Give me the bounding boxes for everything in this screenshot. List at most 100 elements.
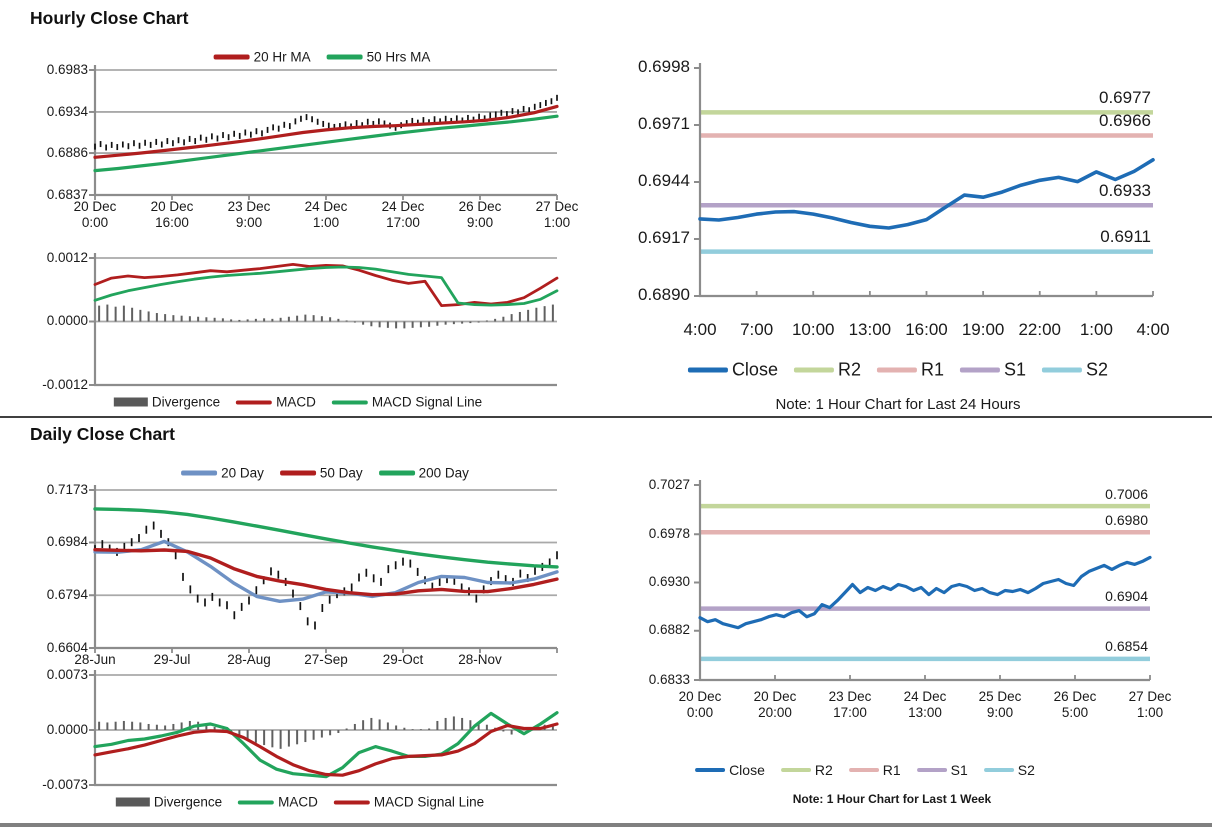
legend-line-swatch-icon [236, 400, 273, 404]
series-macd [93, 711, 559, 779]
legend-item: 20 Day [181, 466, 264, 481]
legend-item: MACD Signal Line [333, 795, 484, 810]
x-axis-label: 24 Dec 13:00 [903, 689, 947, 721]
legend-item: S2 [983, 762, 1035, 778]
x-axis-label: 29-Jul [153, 652, 191, 667]
legend-label: R2 [814, 762, 833, 778]
legend-label: 20 Day [221, 465, 264, 481]
series-200-day [93, 507, 559, 569]
legend-item: 50 Hrs MA [326, 49, 431, 65]
legend-item: MACD [238, 795, 318, 810]
x-axis-label: 13:00 [848, 320, 892, 339]
legend-label: 200 Day [418, 465, 469, 481]
y-axis-label: 0.6934 [46, 103, 88, 119]
level-label-r1: 0.6966 [1099, 111, 1151, 131]
legend-item: Divergence [113, 394, 221, 410]
x-axis-label: 29-Oct [382, 652, 424, 667]
legend-label: Close [731, 359, 778, 380]
legend-item: R1 [848, 762, 901, 778]
legend-line-swatch-icon [378, 470, 415, 476]
series-20-day [93, 539, 559, 603]
y-axis-label: 0.6837 [46, 186, 88, 202]
series-macd-signal-line [93, 722, 559, 777]
x-axis-label: 26 Dec 5:00 [1053, 689, 1097, 721]
legend-label: S2 [1017, 762, 1035, 778]
level-label-s1: 0.6904 [1105, 588, 1148, 605]
legend-label: Divergence [153, 794, 223, 810]
legend-item: Close [695, 762, 765, 778]
legend-item: S1 [960, 360, 1026, 381]
y-axis-label: 0.6978 [648, 525, 690, 541]
legend-line-swatch-icon [876, 367, 917, 373]
y-axis-label: 0.6886 [46, 144, 88, 160]
legend-label: S1 [950, 762, 968, 778]
y-axis-label: 0.6971 [638, 114, 690, 134]
level-label-r1: 0.6980 [1105, 511, 1148, 528]
series-macd-signal-line [93, 265, 559, 307]
x-axis-label: 23 Dec 17:00 [828, 689, 872, 721]
legend-line-swatch-icon [793, 367, 834, 373]
legend-line-swatch-icon [687, 367, 728, 373]
legend-line-swatch-icon [331, 400, 368, 404]
x-axis-label: 7:00 [740, 320, 774, 339]
hourly-chart-note: Note: 1 Hour Chart for Last 24 Hours [775, 396, 1021, 413]
legend-item: MACD [236, 395, 316, 410]
legend-line-swatch-icon [279, 470, 316, 476]
legend-daily-macd: Divergence MACD MACD Signal Line [115, 794, 484, 810]
x-axis-label: 20 Dec 0:00 [678, 689, 722, 721]
y-axis-label: 0.6794 [46, 586, 88, 602]
legend-line-swatch-icon [780, 768, 811, 772]
legend-line-swatch-icon [848, 768, 879, 772]
page-bottom-rule [0, 823, 1212, 827]
legend-label: S2 [1086, 359, 1109, 380]
x-axis-label: 28-Aug [227, 652, 271, 667]
level-label-s2: 0.6911 [1100, 227, 1151, 247]
legend-hourly-support-resistance: Close R2 R1 S1 S2 [687, 359, 1108, 381]
legend-label: MACD [276, 394, 316, 410]
legend-item: 50 Day [279, 465, 363, 481]
level-label-r2: 0.6977 [1099, 88, 1151, 108]
legend-label: 50 Hrs MA [366, 49, 431, 65]
y-axis-label: 0.0000 [46, 721, 88, 737]
y-axis-label: 0.6882 [648, 622, 690, 638]
daily-chart-note: Note: 1 Hour Chart for Last 1 Week [792, 792, 992, 806]
x-axis-label: 25 Dec 9:00 [978, 689, 1022, 721]
x-axis-label: 24 Dec 1:00 [304, 199, 348, 231]
daily-section-title: Daily Close Chart [30, 424, 175, 444]
section-divider [0, 416, 1212, 418]
x-axis-label: 23 Dec 9:00 [227, 199, 271, 231]
legend-line-swatch-icon [326, 54, 363, 60]
x-axis-label: 24 Dec 17:00 [381, 199, 425, 231]
legend-item: S2 [1042, 360, 1108, 381]
y-axis-label: -0.0073 [42, 776, 88, 792]
legend-hourly-macd: Divergence MACD MACD Signal Line [113, 394, 482, 410]
legend-label: Divergence [151, 394, 221, 410]
hourly-section-title: Hourly Close Chart [30, 8, 189, 28]
y-axis-label: 0.6930 [648, 574, 690, 590]
legend-hourly-close: 20 Hr MA 50 Hrs MA [213, 49, 431, 65]
y-axis-label: -0.0012 [42, 376, 88, 392]
x-axis-label: 20 Dec 16:00 [150, 199, 194, 231]
legend-line-swatch-icon [960, 367, 1000, 373]
legend-label: Close [729, 762, 765, 778]
x-axis-label: 1:00 [1079, 320, 1113, 339]
x-axis-label: 27 Dec 1:00 [1128, 689, 1172, 721]
legend-item: R2 [793, 360, 861, 381]
y-axis-label: 0.6984 [46, 534, 88, 550]
series-50-hrs-ma [93, 114, 559, 173]
series-macd [93, 262, 559, 308]
level-label-s1: 0.6933 [1099, 180, 1151, 200]
legend-item: R1 [876, 359, 944, 381]
x-axis-label: 22:00 [1018, 320, 1062, 339]
x-axis-label: 26 Dec 9:00 [458, 199, 502, 231]
y-axis-label: 0.7027 [648, 476, 690, 492]
x-axis-label: 28-Jun [74, 652, 116, 667]
legend-item: S1 [916, 762, 968, 778]
x-axis-label: 4:00 [683, 320, 717, 339]
legend-item: Close [687, 359, 778, 381]
legend-label: 50 Day [319, 465, 363, 481]
legend-label: R1 [920, 359, 944, 380]
